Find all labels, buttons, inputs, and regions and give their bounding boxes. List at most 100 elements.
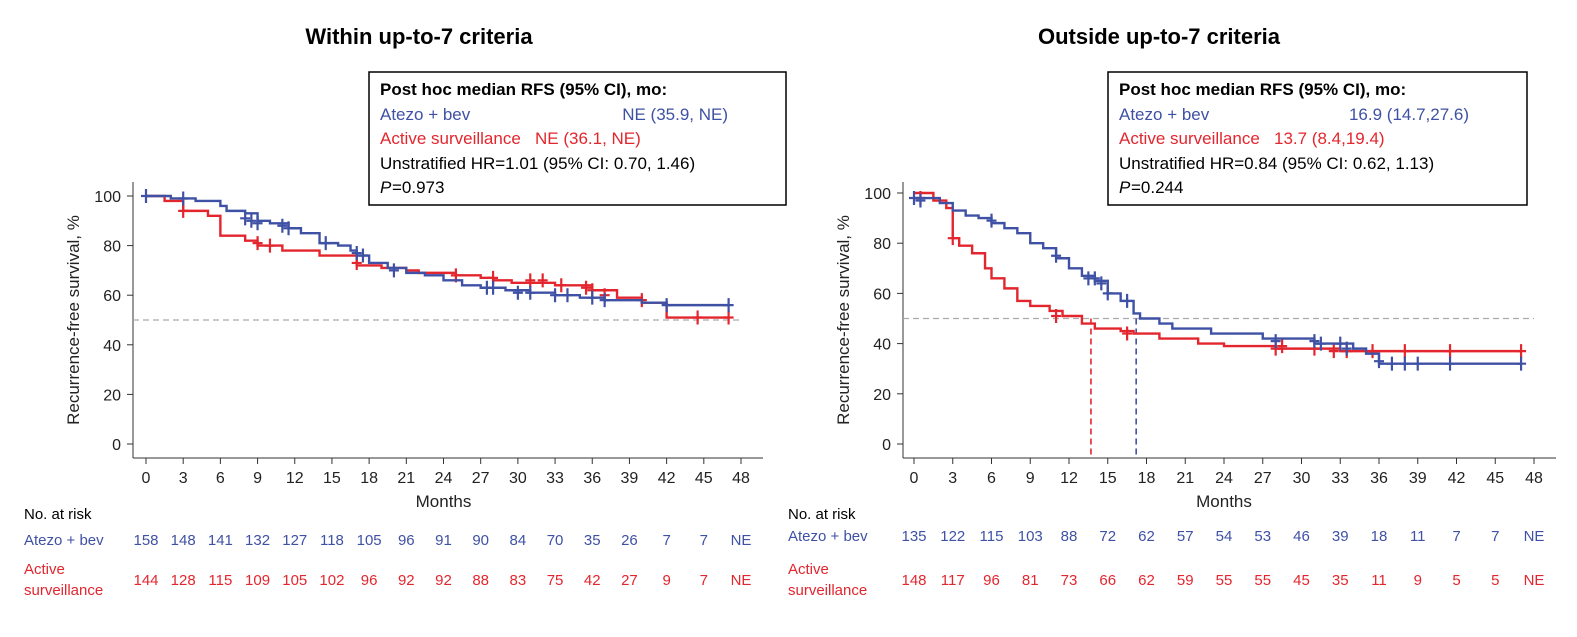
panel-1-risk-surv-count: 83 — [510, 572, 527, 589]
panel-1-y-axis-label: Recurrence-free survival, % — [64, 215, 83, 425]
panel-1-atezo-censor-mark — [246, 213, 257, 228]
panel-1-risk-atezo-count: 7 — [700, 532, 708, 549]
panel-2-x-tick-label: 18 — [1138, 470, 1156, 487]
panel-2-risk-atezo-count: 53 — [1254, 528, 1271, 545]
panel-1-risk-atezo-count: 35 — [584, 532, 601, 549]
panel-1-atezo-censor-mark — [599, 293, 610, 308]
panel-2-atezo-censor-mark — [1089, 271, 1100, 286]
panel-2-risk-row-atezo-label: Atezo + bev — [788, 528, 868, 545]
panel-1-x-tick-label: 48 — [732, 470, 750, 487]
panel-1-atezo-censor-mark — [283, 221, 294, 236]
panel-1-surveillance-censor-mark — [252, 236, 263, 251]
panel-1-x-tick-label: 36 — [583, 470, 601, 487]
panel-1-x-tick-label: 45 — [695, 470, 713, 487]
panel-2-risk-surv-count: 96 — [983, 572, 1000, 589]
panel-1-risk-surv-count: 88 — [472, 572, 489, 589]
panel-1-risk-surv-count: 105 — [282, 572, 307, 589]
panel-1-risk-surv-count: 75 — [547, 572, 564, 589]
panel-2-surveillance-censor-mark — [1516, 344, 1527, 359]
panel-2-risk-atezo-count: 115 — [980, 528, 1004, 545]
panel-2-risk-surv-count: 148 — [901, 572, 926, 589]
panel-1-risk-atezo-count: 105 — [357, 532, 382, 549]
panel-2-y-axis-label: Recurrence-free survival, % — [834, 215, 853, 425]
panel-1-surveillance-censor-mark — [537, 273, 548, 288]
panel-2-x-tick-label: 24 — [1215, 470, 1233, 487]
panel-1-y-tick-label: 40 — [103, 338, 121, 355]
panel-1-risk-surv-count: 96 — [361, 572, 378, 589]
panel-1-x-tick-label: 21 — [397, 470, 415, 487]
panel-1-x-tick-label: 12 — [286, 470, 304, 487]
panel-1-x-tick-label: 0 — [142, 470, 151, 487]
panel-1-surveillance-censor-mark — [556, 278, 567, 293]
panel-2-atezo-censor-mark — [1309, 334, 1320, 349]
panel-1-risk-atezo-count: 158 — [133, 532, 158, 549]
panel-1-atezo-censor-mark — [723, 298, 734, 313]
panel-1-y-tick-label: 100 — [94, 189, 121, 206]
panel-2-risk-atezo-count: NE — [1524, 528, 1545, 545]
panel-1-x-tick-label: 6 — [216, 470, 225, 487]
panel-2-atezo-censor-mark — [1516, 356, 1527, 371]
panel-2-atezo-censor-mark — [986, 213, 997, 228]
panel-2-atezo-censor-mark — [1315, 336, 1326, 351]
panel-1-risk-surv-count: NE — [731, 572, 752, 589]
panel-2-risk-surv-count: 66 — [1099, 572, 1116, 589]
panel-2-surveillance-curve — [914, 191, 1522, 353]
panel-1-atezo-censor-mark — [661, 298, 672, 313]
panel-1-risk-atezo-count: 26 — [621, 532, 638, 549]
panel-2-x-tick-label: 45 — [1486, 470, 1504, 487]
panel-2-surveillance-censor-mark — [947, 231, 958, 246]
panel-1-risk-surv-count: 7 — [700, 572, 708, 589]
panel-2-stats-p-label: P — [1119, 178, 1131, 197]
panel-2-atezo-censor-mark — [1374, 354, 1384, 369]
panel-1-atezo-censor-mark — [550, 288, 561, 303]
panel-1-stats-hr: Unstratified HR=1.01 (95% CI: 0.70, 1.46… — [380, 154, 695, 173]
panel-2-risk-row-surv-label-line1: Active — [788, 561, 829, 578]
panel-1-surveillance-censor-mark — [581, 280, 592, 295]
panel-1-atezo-censor-mark — [587, 290, 598, 305]
panel-1-y-tick-label: 0 — [112, 437, 121, 454]
panel-2-risk-surv-count: 55 — [1254, 572, 1271, 589]
panel-2-atezo-censor-mark — [1386, 356, 1397, 371]
panel-2-surveillance-censor-mark — [1367, 344, 1378, 359]
panel-2-atezo-censor-mark — [1102, 286, 1113, 301]
panel-2-atezo-censor-mark — [909, 191, 919, 206]
panel-1-x-axis-label: Months — [416, 492, 472, 511]
panel-1-x-tick-label: 39 — [621, 470, 639, 487]
panel-1-atezo-censor-mark — [357, 248, 368, 263]
panel-2-y-tick-label: 0 — [882, 437, 891, 454]
panel-2-risk-atezo-count: 18 — [1371, 528, 1388, 545]
panel-2-surveillance-censor-mark — [1277, 339, 1288, 354]
panel-2-atezo-censor-mark — [1335, 336, 1346, 351]
panel-2-x-tick-label: 15 — [1099, 470, 1117, 487]
panel-1-risk-atezo-count: 90 — [472, 532, 489, 549]
panel-1-stats-p-value: =0.973 — [392, 178, 444, 197]
panel-1-surveillance-censor-mark — [692, 310, 703, 325]
panel-2-risk-row-surv-label-line2: surveillance — [788, 582, 867, 599]
panel-1-risk-atezo-count: 70 — [547, 532, 564, 549]
panel-1-x-tick-label: 33 — [546, 470, 564, 487]
panel-1-atezo-censor-mark — [240, 211, 251, 226]
panel-1-atezo-censor-mark — [488, 280, 499, 295]
panel-2-x-axis-label: Months — [1196, 492, 1252, 511]
panel-1-risk-atezo-count: 141 — [208, 532, 233, 549]
panel-1-y-tick-label: 80 — [103, 239, 121, 256]
panel-2-x-tick-label: 12 — [1060, 470, 1078, 487]
panel-1-risk-row-surv-label-line2: surveillance — [24, 582, 103, 599]
panel-2-atezo-censor-mark — [1399, 356, 1410, 371]
panel-1-atezo-censor-mark — [388, 263, 399, 278]
panel-2-risk-atezo-count: 57 — [1177, 528, 1194, 545]
panel-1-x-tick-label: 30 — [509, 470, 527, 487]
panel-1-atezo-censor-mark — [512, 285, 523, 300]
panel-1-risk-surv-count: 9 — [662, 572, 670, 589]
panel-2-stats-atezo-label: Atezo + bev — [1119, 105, 1210, 124]
panel-1-stats-p-label: P — [380, 178, 392, 197]
panel-1-atezo-censor-mark — [562, 288, 573, 303]
panel-2-y-tick-label: 80 — [873, 236, 891, 253]
panel-2-risk-atezo-count: 62 — [1138, 528, 1155, 545]
panel-2-risk-surv-count: 5 — [1452, 572, 1460, 589]
panel-2-risk-atezo-count: 135 — [901, 528, 926, 545]
panel-2-atezo-censor-mark — [1096, 276, 1107, 291]
panel-1-surveillance-censor-mark — [525, 273, 536, 288]
panel-2-atezo-censor-mark — [1270, 334, 1281, 349]
